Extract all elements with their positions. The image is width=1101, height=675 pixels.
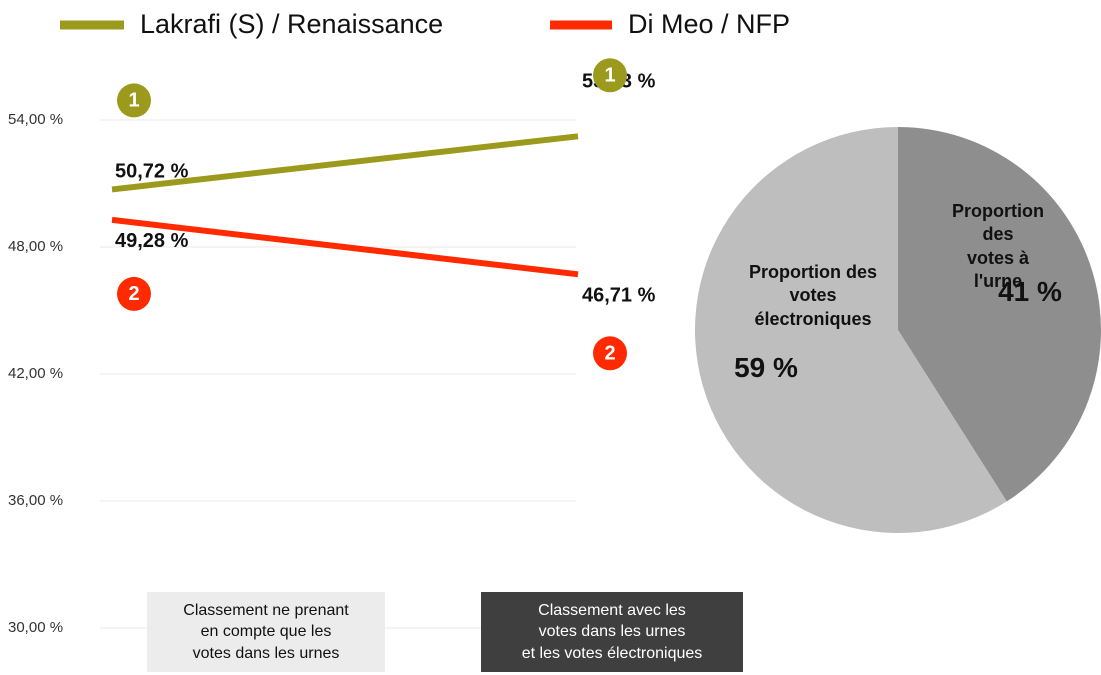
y-tick-label: 36,00 % (8, 492, 63, 509)
pie-slice (898, 127, 1101, 502)
rank-badge (117, 276, 151, 311)
rank-badge (117, 83, 151, 118)
rank-label: 1 (128, 90, 139, 112)
rank-label: 2 (604, 343, 615, 365)
y-tick-label: 54,00 % (8, 111, 63, 128)
series-line (111, 133, 579, 193)
rank-badge (593, 336, 627, 371)
y-tick-label: 42,00 % (8, 365, 63, 382)
slice-label: Proportion des votes électroniques (748, 261, 878, 329)
rank-badge (593, 58, 627, 93)
slice-label: Proportion des votes à l'urne (952, 201, 1044, 292)
series-line (111, 216, 579, 278)
rank-label: 1 (604, 65, 615, 87)
rank-label: 2 (128, 283, 139, 305)
slice-value: 59 % (734, 351, 798, 383)
y-tick-label: 30,00 % (8, 619, 63, 636)
legend-label: Lakrafi (S) / Renaissance (140, 9, 443, 39)
slice-value: 41 % (998, 275, 1062, 307)
x-category-box: Classement ne prenant en compte que les … (147, 592, 385, 672)
data-label: 49,28 % (115, 230, 189, 252)
y-tick-label: 48,00 % (8, 238, 63, 255)
data-label: 50,72 % (115, 161, 189, 183)
legend-label: Di Meo / NFP (628, 9, 790, 39)
data-label: 46,71 % (582, 285, 656, 307)
x-category-box: Classement avec les votes dans les urnes… (481, 592, 743, 672)
pie-slice (694, 127, 1007, 533)
